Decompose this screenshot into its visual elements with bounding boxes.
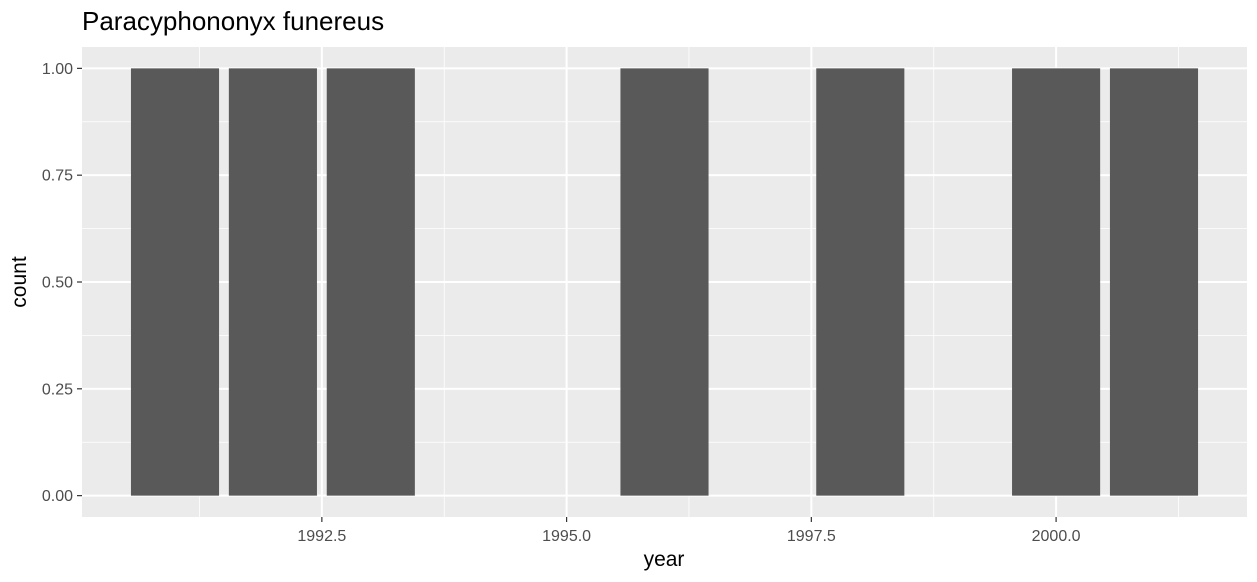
bar xyxy=(1012,68,1101,496)
y-tick-label: 1.00 xyxy=(42,61,73,78)
y-tick-label: 0.75 xyxy=(42,168,73,185)
bar xyxy=(816,68,905,496)
y-axis-title: count xyxy=(8,256,31,308)
y-tick-label: 0.50 xyxy=(42,275,73,292)
bars xyxy=(130,68,1199,496)
bar xyxy=(130,68,220,496)
x-tick-label: 1992.5 xyxy=(297,528,346,545)
y-tick-label: 0.25 xyxy=(42,381,73,398)
bar xyxy=(326,68,415,496)
x-tick-label: 1997.5 xyxy=(787,528,836,545)
x-tick-label: 1995.0 xyxy=(542,528,591,545)
y-axis: 0.00 0.25 0.50 0.75 1.00 xyxy=(42,61,82,505)
bar xyxy=(1109,68,1199,496)
x-tick-label: 2000.0 xyxy=(1032,528,1081,545)
x-axis: 1992.5 1995.0 1997.5 2000.0 xyxy=(297,517,1081,545)
y-tick-label: 0.00 xyxy=(42,488,73,505)
bar xyxy=(620,68,709,496)
bar xyxy=(228,68,317,496)
x-axis-title: year xyxy=(644,548,685,571)
chart-title: Paracyphononyx funereus xyxy=(82,6,384,36)
